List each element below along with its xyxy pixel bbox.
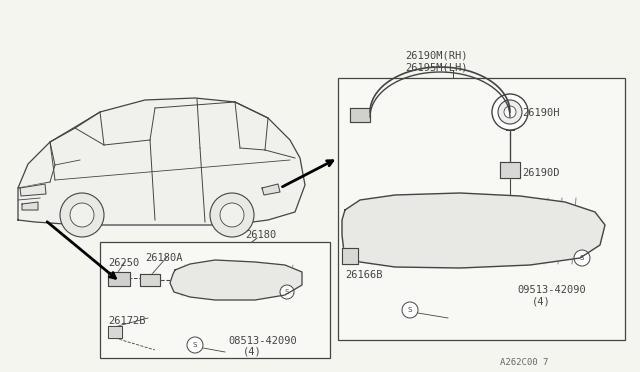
Text: 26166B: 26166B	[345, 270, 383, 280]
Text: 26180A: 26180A	[145, 253, 182, 263]
Text: S: S	[193, 342, 197, 348]
Polygon shape	[262, 184, 280, 195]
Polygon shape	[342, 193, 605, 268]
Circle shape	[280, 285, 294, 299]
Polygon shape	[140, 274, 160, 286]
Text: 09513-42090: 09513-42090	[517, 285, 586, 295]
Circle shape	[115, 275, 123, 283]
Polygon shape	[342, 248, 358, 264]
Text: 26190M(RH): 26190M(RH)	[405, 50, 467, 60]
Text: A262C00 7: A262C00 7	[500, 358, 548, 367]
Text: S: S	[580, 255, 584, 261]
Circle shape	[220, 203, 244, 227]
Circle shape	[60, 193, 104, 237]
Circle shape	[187, 337, 203, 353]
Text: 08513-42090: 08513-42090	[228, 336, 297, 346]
Text: 26250: 26250	[108, 258, 140, 268]
Circle shape	[498, 100, 522, 124]
Text: 26180: 26180	[245, 230, 276, 240]
Circle shape	[574, 250, 590, 266]
Bar	[338, 78, 625, 340]
Text: 26195M(LH): 26195M(LH)	[405, 62, 467, 72]
Polygon shape	[18, 98, 305, 225]
Polygon shape	[350, 108, 370, 122]
Circle shape	[70, 203, 94, 227]
Circle shape	[346, 252, 354, 260]
Circle shape	[504, 106, 516, 118]
Text: (4): (4)	[243, 346, 262, 356]
Text: S: S	[408, 307, 412, 313]
Polygon shape	[108, 272, 130, 286]
Polygon shape	[22, 202, 38, 210]
Circle shape	[210, 193, 254, 237]
Circle shape	[402, 302, 418, 318]
Circle shape	[110, 327, 120, 337]
Polygon shape	[500, 162, 520, 178]
Text: 26172B: 26172B	[108, 316, 145, 326]
Text: S: S	[285, 289, 289, 295]
Polygon shape	[20, 184, 46, 196]
Text: 26190H: 26190H	[522, 108, 559, 118]
Text: 26190D: 26190D	[522, 168, 559, 178]
Text: (4): (4)	[532, 297, 551, 307]
Bar	[100, 242, 330, 358]
Polygon shape	[108, 326, 122, 338]
Circle shape	[492, 94, 528, 130]
Polygon shape	[170, 260, 302, 300]
